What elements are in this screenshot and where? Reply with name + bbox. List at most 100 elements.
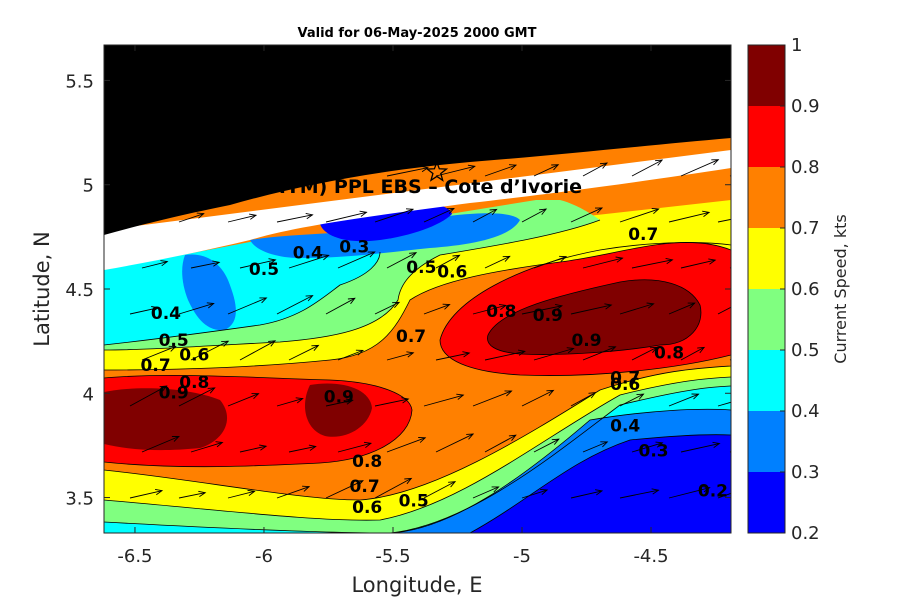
current-arrow-head — [311, 344, 320, 351]
coastal-gap — [104, 150, 731, 270]
current-arrow — [190, 161, 219, 177]
current-arrow — [484, 350, 525, 361]
site-star-icon — [425, 160, 449, 182]
colorbar-tick-label: 0.6 — [791, 279, 820, 300]
current-arrow — [374, 477, 412, 499]
current-arrow-head — [456, 393, 465, 400]
current-arrow — [386, 437, 426, 453]
current-arrow — [521, 305, 563, 315]
current-arrow — [631, 259, 673, 269]
contour-label: 0.5 — [406, 258, 436, 278]
current-arrow — [484, 256, 510, 269]
current-arrow — [374, 398, 409, 407]
current-arrow — [717, 492, 731, 499]
current-arrow-head — [206, 112, 215, 119]
current-arrow-head — [649, 346, 658, 353]
current-arrow — [423, 120, 465, 131]
contour-label: 0.7 — [610, 369, 640, 389]
contour-label: 0.3 — [639, 442, 669, 462]
current-arrow — [178, 387, 215, 407]
current-arrow — [227, 214, 257, 223]
current-arrow — [386, 167, 428, 177]
current-arrow — [631, 442, 663, 453]
current-arrow-head — [215, 441, 224, 448]
current-arrow-head — [651, 488, 660, 495]
current-arrow — [337, 167, 374, 177]
current-arrow — [668, 302, 695, 315]
colorbar-swatch — [748, 472, 785, 533]
y-axis-label: Latitude, N — [30, 231, 54, 347]
current-arrow — [717, 401, 731, 407]
current-arrow-head — [594, 207, 604, 214]
current-arrow-head — [702, 210, 711, 217]
current-arrow — [239, 445, 267, 453]
y-tick-label: 5.5 — [65, 71, 94, 92]
current-arrow-head — [462, 351, 471, 358]
current-arrow-head — [355, 349, 364, 356]
current-arrow — [668, 113, 700, 131]
current-arrow-head — [467, 164, 476, 171]
current-arrow — [227, 490, 255, 499]
speed-field-0.4-0.5 — [104, 239, 380, 345]
contour-label: 0.7 — [141, 356, 171, 376]
speed-field-0.9-1.0 — [487, 279, 701, 355]
contour-label: 0.5 — [249, 260, 279, 280]
current-arrow-head — [347, 297, 356, 305]
current-arrow — [619, 303, 654, 315]
colorbar-tick-label: 0.4 — [791, 401, 820, 422]
current-arrow-head — [589, 119, 598, 126]
current-arrow-head — [420, 165, 429, 173]
current-arrow — [374, 118, 410, 131]
current-arrow-head — [345, 118, 354, 125]
current-arrow — [288, 166, 317, 177]
current-arrow-head — [363, 441, 373, 448]
current-arrow-head — [600, 441, 609, 448]
speed-field-0.9-1.0 — [305, 383, 372, 437]
current-arrow — [276, 117, 301, 131]
current-arrow — [717, 306, 731, 315]
current-arrow — [435, 433, 474, 453]
contour-label: 0.7 — [628, 225, 658, 245]
colorbar-tick-label: 0.3 — [791, 462, 820, 483]
current-arrow-head — [302, 485, 311, 492]
current-arrow — [325, 399, 353, 407]
colorbar-tick-label: 0.9 — [791, 96, 820, 117]
current-arrow — [374, 301, 400, 315]
current-arrow-head — [249, 213, 258, 220]
current-arrow — [631, 346, 658, 361]
current-arrow-head — [171, 436, 180, 442]
current-arrow — [276, 398, 303, 407]
current-arrow — [178, 213, 204, 223]
current-arrow — [680, 259, 716, 269]
current-arrow — [472, 121, 513, 131]
current-arrow-head — [588, 392, 597, 399]
current-arrow-head — [505, 120, 514, 127]
contour-label: 0.2 — [698, 481, 728, 501]
current-arrow-head — [402, 118, 411, 125]
current-arrow-head — [448, 481, 457, 488]
current-arrow-head — [259, 297, 268, 304]
current-arrow-head — [498, 303, 508, 310]
current-arrow — [386, 252, 417, 269]
chart-title: Valid for 06-May-2025 2000 GMT — [298, 26, 537, 41]
contour-label: 0.3 — [339, 237, 369, 257]
current-arrow — [178, 303, 214, 315]
current-arrow — [680, 159, 719, 177]
current-arrow — [570, 304, 612, 315]
contour-label: 0.8 — [352, 452, 382, 472]
current-arrow-head — [418, 437, 427, 443]
current-arrow-head — [651, 208, 660, 215]
contour-label: 0.9 — [571, 331, 601, 351]
current-arrow — [533, 164, 559, 177]
current-arrow-head — [207, 387, 216, 394]
contour-label: 0.8 — [179, 373, 209, 393]
current-arrow-head — [404, 477, 413, 485]
current-arrow-head — [646, 302, 655, 309]
contour-label: 0.6 — [437, 262, 467, 282]
current-arrow-head — [392, 301, 401, 308]
current-arrow-head — [198, 490, 207, 497]
current-arrow — [129, 490, 163, 499]
current-arrow — [619, 393, 644, 407]
current-arrow — [129, 307, 159, 315]
